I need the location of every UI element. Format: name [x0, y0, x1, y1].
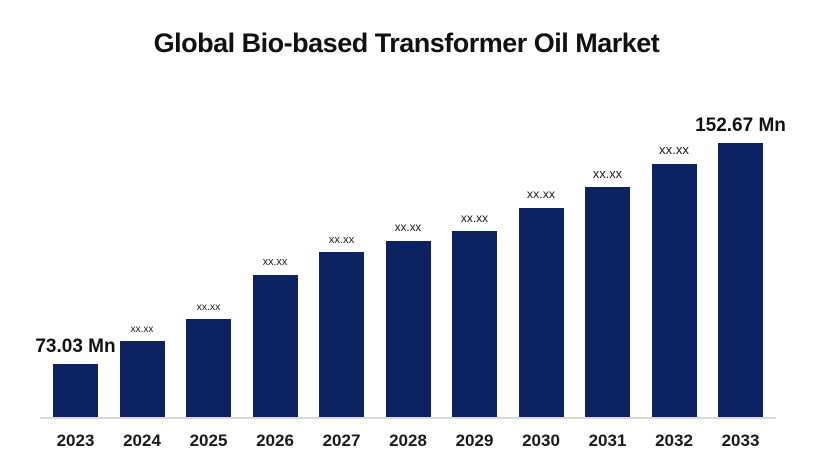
x-tick-label-2024: 2024 — [123, 431, 161, 450]
x-tick-label-2029: 2029 — [455, 431, 494, 450]
bar-2023 — [53, 364, 98, 417]
x-tick-label-2032: 2032 — [655, 431, 693, 450]
bar-masked-label-2028: xx.xx — [394, 221, 422, 235]
bar-2028 — [385, 241, 431, 417]
x-tick-label-2030: 2030 — [522, 431, 560, 450]
bar-value-label-2023: 73.03 Mn — [35, 336, 116, 358]
bar-2026 — [252, 275, 298, 417]
bar-masked-label-2026: xx.xx — [262, 256, 288, 269]
bar-masked-label-2024: xx.xx — [130, 324, 154, 335]
x-tick-label-2028: 2028 — [389, 431, 427, 450]
bar-masked-label-2031: xx.xx — [592, 165, 623, 181]
x-tick-label-2023: 2023 — [56, 431, 95, 450]
bar-masked-label-2029: xx.xx — [460, 210, 489, 225]
bar-2030 — [518, 208, 564, 417]
x-axis-line — [40, 417, 776, 419]
x-tick-label-2026: 2026 — [256, 431, 294, 450]
x-tick-label-2031: 2031 — [588, 431, 627, 450]
bar-2024 — [119, 341, 165, 417]
bar-2027 — [319, 252, 364, 417]
bar-2025 — [186, 319, 231, 417]
x-tick-label-2025: 2025 — [189, 431, 228, 450]
bar-value-label-2033: 152.67 Mn — [695, 115, 786, 137]
bar-2029 — [452, 231, 497, 417]
bar-2033 — [718, 143, 763, 417]
bar-masked-label-2030: xx.xx — [526, 187, 556, 202]
chart-title: Global Bio-based Transformer Oil Market — [153, 28, 660, 58]
bar-masked-label-2032: xx.xx — [658, 142, 690, 158]
bar-2032 — [651, 164, 697, 417]
x-tick-label-2027: 2027 — [322, 431, 361, 450]
bar-masked-label-2027: xx.xx — [328, 233, 355, 246]
x-tick-label-2033: 2033 — [721, 431, 760, 450]
bar-masked-label-2025: xx.xx — [196, 301, 221, 313]
bar-2031 — [585, 187, 630, 417]
